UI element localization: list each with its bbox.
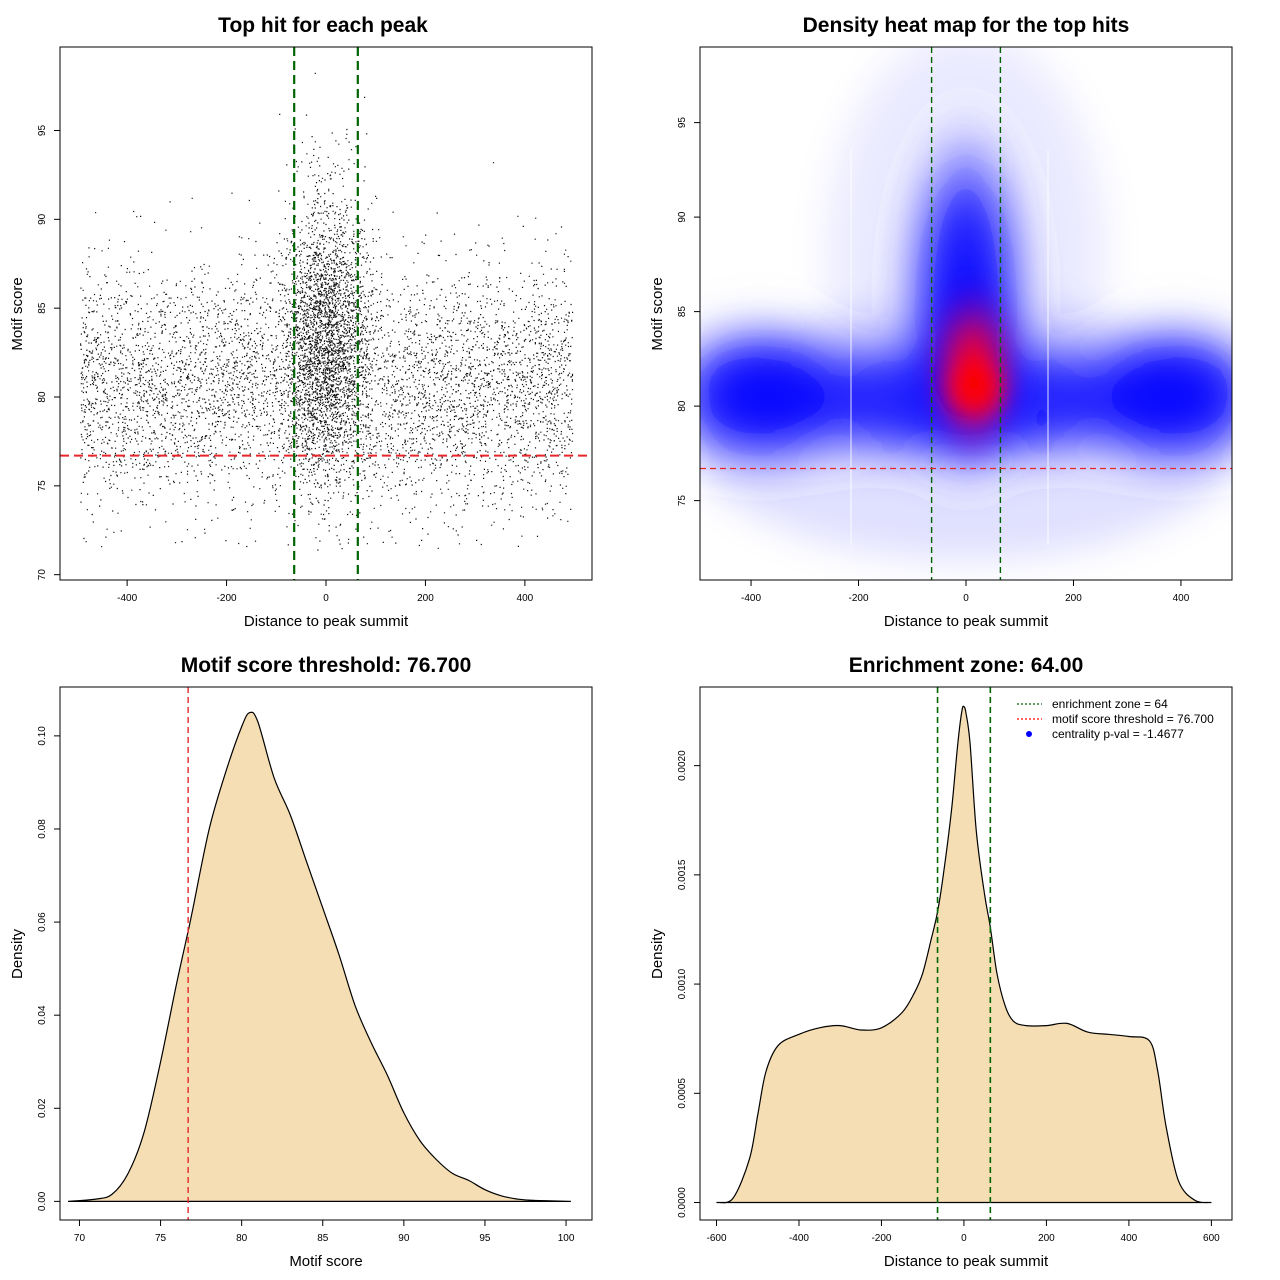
x-tick-label: 75 [155, 1233, 167, 1244]
x-tick-label: 400 [1173, 593, 1190, 604]
x-axis-ticks: 70 75 80 85 90 95 100 [74, 1219, 575, 1244]
y-axis-label: Motif score [9, 277, 26, 350]
x-axis-label: Distance to peak summit [884, 613, 1049, 630]
x-axis-ticks: -600 -400 -200 0 200 400 600 [706, 1219, 1220, 1244]
y-tick-label: 0.10 [37, 726, 48, 746]
y-axis-ticks: 70 75 80 85 90 95 [37, 125, 61, 581]
panel-3-title: Motif score threshold: 76.700 [181, 654, 472, 677]
y-tick-label: 70 [37, 569, 48, 581]
y-tick-label: 90 [677, 211, 688, 223]
legend-swatch-centrality [1026, 731, 1032, 737]
y-tick-label: 0.00 [37, 1191, 48, 1211]
y-tick-label: 75 [677, 495, 688, 507]
x-tick-label: 600 [1203, 1233, 1220, 1244]
y-axis-label: Density [649, 928, 666, 979]
x-tick-label: 200 [1038, 1233, 1055, 1244]
plot-frame [59, 46, 593, 581]
reference-lines [60, 47, 592, 580]
y-axis-label: Motif score [649, 277, 666, 350]
panel-heatmap: Density heat map for the top hits -400 -2… [649, 14, 1233, 630]
x-tick-label: -600 [706, 1233, 726, 1244]
y-tick-label: 95 [677, 117, 688, 129]
reference-lines [936, 687, 992, 1220]
panel-4-title: Enrichment zone: 64.00 [849, 654, 1084, 677]
x-tick-label: 100 [558, 1233, 575, 1244]
x-tick-label: 90 [398, 1233, 410, 1244]
x-axis-ticks: -400 -200 0 200 400 [117, 579, 534, 604]
y-tick-label: 0.08 [37, 819, 48, 839]
x-axis-label: Distance to peak summit [884, 1253, 1049, 1270]
x-tick-label: -200 [871, 1233, 891, 1244]
x-tick-label: 400 [1121, 1233, 1138, 1244]
scatter-points [80, 72, 574, 551]
x-tick-label: 0 [963, 593, 969, 604]
y-tick-label: 0.0020 [677, 750, 688, 781]
y-axis-ticks: 0.00 0.02 0.04 0.06 0.08 0.10 [37, 726, 61, 1211]
legend-label-enrichment-zone: enrichment zone = 64 [1052, 697, 1168, 711]
density-peak-core [945, 358, 1005, 418]
x-tick-label: 0 [323, 593, 329, 604]
y-tick-label: 80 [37, 391, 48, 403]
x-tick-label: 95 [479, 1233, 491, 1244]
y-tick-label: 80 [677, 400, 688, 412]
x-tick-label: 80 [236, 1233, 248, 1244]
y-axis-label: Density [9, 928, 26, 979]
y-tick-label: 0.04 [37, 1005, 48, 1025]
legend: enrichment zone = 64 motif score thresho… [1017, 697, 1214, 741]
y-tick-label: 85 [37, 302, 48, 314]
y-tick-label: 95 [37, 125, 48, 137]
x-tick-label: 0 [961, 1233, 967, 1244]
x-axis-label: Distance to peak summit [244, 613, 409, 630]
y-tick-label: 90 [37, 213, 48, 225]
x-tick-label: -400 [117, 593, 137, 604]
y-axis-ticks: 75 80 85 90 95 [677, 117, 701, 507]
density-area [68, 711, 571, 1202]
y-tick-label: 0.0005 [677, 1078, 688, 1109]
x-tick-label: 400 [517, 593, 534, 604]
y-tick-label: 0.02 [37, 1098, 48, 1118]
x-tick-label: -400 [789, 1233, 809, 1244]
scatter-point-cloud [80, 72, 574, 551]
x-tick-label: 200 [417, 593, 434, 604]
panel-score-density: Motif score threshold: 76.700 70 75 80 85 90… [9, 654, 593, 1270]
x-tick-label: 70 [74, 1233, 86, 1244]
x-tick-label: -400 [741, 593, 761, 604]
legend-label-centrality: centrality p-val = -1.4677 [1052, 727, 1184, 741]
panel-1-title: Top hit for each peak [218, 14, 428, 37]
density-field [700, 47, 1232, 580]
y-tick-label: 75 [37, 480, 48, 492]
y-axis-ticks: 0.0000 0.0005 0.0010 0.0015 0.0020 [677, 750, 701, 1218]
panel-2-title: Density heat map for the top hits [803, 14, 1130, 37]
reference-lines [700, 47, 1232, 580]
x-tick-label: 85 [317, 1233, 329, 1244]
x-tick-label: -200 [217, 593, 237, 604]
x-axis-label: Motif score [289, 1253, 362, 1270]
x-axis-ticks: -400 -200 0 200 400 [741, 579, 1190, 604]
y-tick-label: 0.0000 [677, 1187, 688, 1218]
y-tick-label: 85 [677, 306, 688, 318]
y-tick-label: 0.06 [37, 912, 48, 932]
panel-distance-density: Enrichment zone: 64.00 -600 -400 -200 0 200 4… [649, 654, 1233, 1270]
panel-scatter: Top hit for each peak -400 -200 0 200 400 70… [9, 14, 593, 630]
x-tick-label: -200 [849, 593, 869, 604]
x-tick-label: 200 [1065, 593, 1082, 604]
y-tick-label: 0.0010 [677, 968, 688, 999]
y-tick-label: 0.0015 [677, 859, 688, 890]
legend-label-motif-threshold: motif score threshold = 76.700 [1052, 712, 1214, 726]
density-area [716, 705, 1212, 1204]
